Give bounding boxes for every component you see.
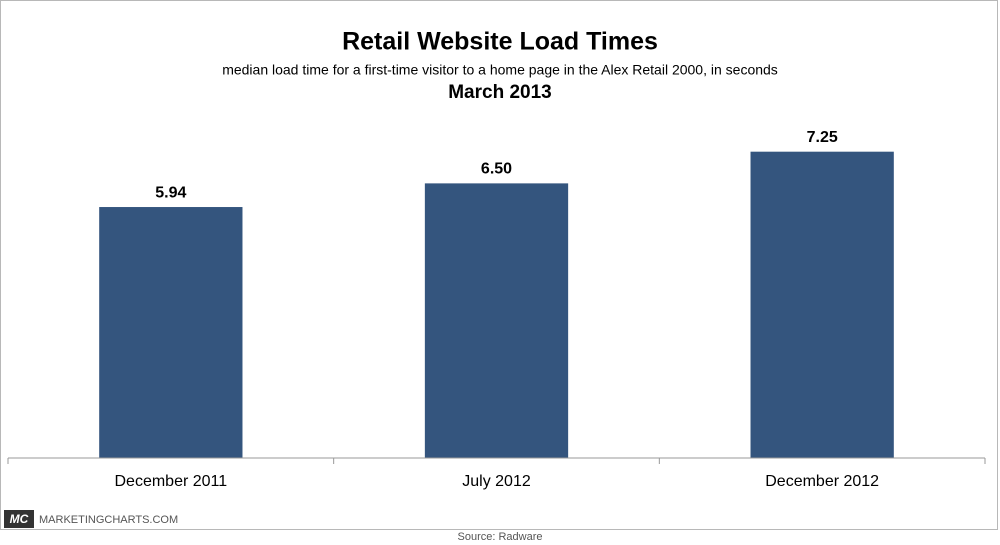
x-tick-label: December 2011 [115,473,228,490]
chart-title: Retail Website Load Times [342,28,658,56]
chart-date: March 2013 [448,82,552,103]
data-label: 6.50 [481,161,512,178]
logo: MC [10,512,29,526]
logo-box [4,510,34,528]
x-tick-label: July 2012 [462,473,531,490]
x-tick-label: December 2012 [765,473,879,490]
data-label: 5.94 [155,184,186,201]
bar [424,183,569,458]
source: Source: Radware [458,531,543,543]
chart-subtitle: median load time for a first-time visito… [222,62,778,78]
brand: MARKETINGCHARTS.COM [39,514,178,526]
bar [750,151,894,458]
bar [99,207,243,458]
data-label: 7.25 [807,129,838,146]
